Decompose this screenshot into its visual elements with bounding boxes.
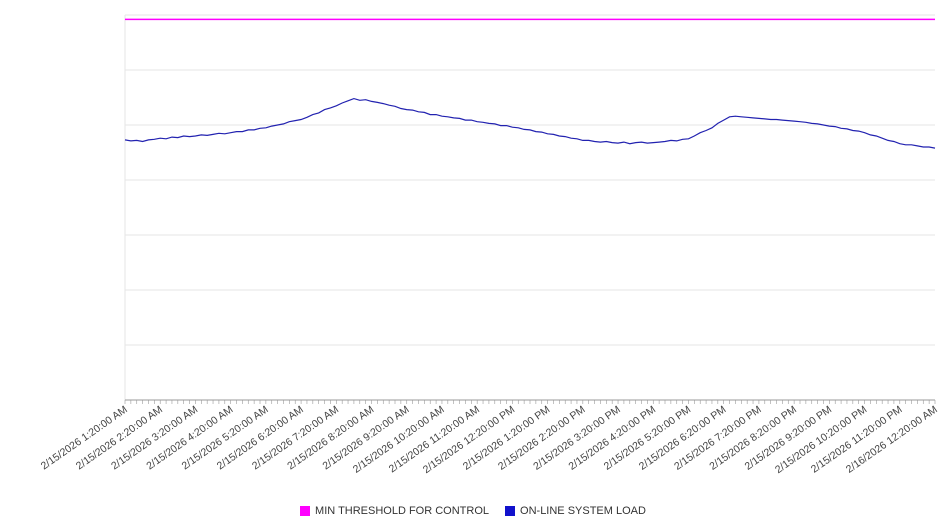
chart-area: 2/15/2026 1:20:00 AM 2/15/2026 2:20:00 AM…: [39, 14, 940, 476]
legend-item-online-system-load[interactable]: ON-LINE SYSTEM LOAD: [505, 505, 646, 517]
legend-label-online-system-load: ON-LINE SYSTEM LOAD: [520, 505, 646, 517]
system-load-line-chart: 2/15/2026 1:20:00 AM2/15/2026 2:20:00 AM…: [39, 14, 940, 476]
legend: MIN THRESHOLD FOR CONTROL ON-LINE SYSTEM…: [0, 498, 946, 524]
legend-item-min-threshold[interactable]: MIN THRESHOLD FOR CONTROL: [300, 505, 489, 517]
legend-label-min-threshold: MIN THRESHOLD FOR CONTROL: [315, 505, 490, 517]
load-color-swatch: [505, 506, 516, 516]
threshold-color-swatch: [300, 506, 311, 516]
